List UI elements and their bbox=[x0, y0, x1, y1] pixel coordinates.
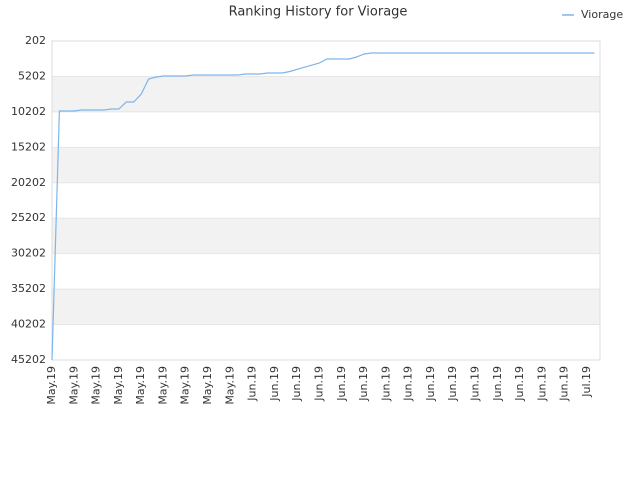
plot-border bbox=[51, 40, 601, 361]
x-tick-label: May.19 bbox=[223, 366, 236, 405]
x-tick-label: Jun.19 bbox=[335, 366, 348, 402]
y-tick-label: 45202 bbox=[11, 353, 46, 366]
y-tick-label: 5202 bbox=[18, 69, 46, 82]
y-tick-label: 40202 bbox=[11, 318, 46, 331]
x-tick-label: Jun.19 bbox=[290, 366, 303, 402]
y-tick-label: 15202 bbox=[11, 140, 46, 153]
x-tick-label: Jun.19 bbox=[469, 366, 482, 402]
grid-band bbox=[52, 76, 600, 112]
x-tick-label: Jun.19 bbox=[535, 366, 548, 402]
x-tick-label: Jul.19 bbox=[580, 366, 593, 398]
x-tick-label: Jun.19 bbox=[246, 366, 259, 402]
x-tick-label: May.19 bbox=[134, 366, 147, 405]
grid-band bbox=[52, 147, 600, 183]
x-tick-label: Jun.19 bbox=[379, 366, 392, 402]
series-line bbox=[51, 52, 595, 361]
x-tick-label: Jun.19 bbox=[268, 366, 281, 402]
x-tick-label: Jun.19 bbox=[357, 366, 370, 402]
y-tick-label: 30202 bbox=[11, 247, 46, 260]
x-tick-label: Jun.19 bbox=[558, 366, 571, 402]
y-tick-label: 35202 bbox=[11, 282, 46, 295]
x-tick-label: May.19 bbox=[156, 366, 169, 405]
legend-label: Viorage bbox=[581, 8, 623, 21]
x-tick-label: May.19 bbox=[90, 366, 103, 405]
x-tick-label: Jun.19 bbox=[424, 366, 437, 402]
x-tick-label: Jun.19 bbox=[491, 366, 504, 402]
grid-band bbox=[52, 218, 600, 254]
x-tick-label: May.19 bbox=[112, 366, 125, 405]
x-tick-label: Jun.19 bbox=[513, 366, 526, 402]
y-tick-label: 20202 bbox=[11, 176, 46, 189]
x-tick-label: Jun.19 bbox=[446, 366, 459, 402]
x-tick-label: May.19 bbox=[67, 366, 80, 405]
y-tick-label: 10202 bbox=[11, 105, 46, 118]
grid-band bbox=[52, 289, 600, 325]
x-tick-label: Jun.19 bbox=[312, 366, 325, 402]
y-tick-label: 202 bbox=[25, 34, 46, 47]
chart-title: Ranking History for Viorage bbox=[229, 5, 408, 20]
x-tick-label: May.19 bbox=[201, 366, 214, 405]
x-tick-label: Jun.19 bbox=[402, 366, 415, 402]
x-tick-label: May.19 bbox=[45, 366, 58, 405]
y-tick-label: 25202 bbox=[11, 211, 46, 224]
x-tick-label: May.19 bbox=[179, 366, 192, 405]
